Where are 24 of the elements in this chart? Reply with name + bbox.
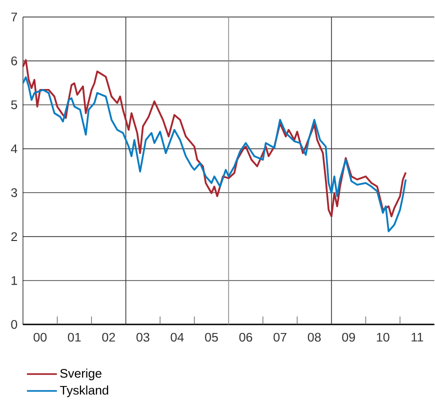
legend-label: Sverige <box>60 368 102 380</box>
y-tick-label: 2 <box>11 232 17 241</box>
y-tick-label: 6 <box>11 56 18 66</box>
x-tick-label: 06 <box>239 332 252 342</box>
x-tick-label: 04 <box>170 332 184 342</box>
x-tick-label: 00 <box>34 332 47 342</box>
y-tick-label: 7 <box>11 12 17 22</box>
x-tick-label: 03 <box>136 332 150 342</box>
x-tick-label: 07 <box>274 332 286 342</box>
y-tick-label: 0 <box>11 320 18 329</box>
x-tick-label: 01 <box>68 332 81 342</box>
y-tick-label: 4 <box>10 144 18 153</box>
x-tick-label: 09 <box>342 332 355 342</box>
y-tick-label: 3 <box>11 188 18 197</box>
line-series <box>22 76 407 232</box>
x-tick-label: 11 <box>412 332 424 342</box>
x-tick-label: 10 <box>376 332 390 342</box>
y-tick-label: 1 <box>12 276 18 285</box>
legend-label: Tyskland <box>60 385 108 397</box>
line-series <box>22 58 407 218</box>
x-tick-label: 08 <box>308 332 321 342</box>
x-tick-label: 05 <box>205 332 218 342</box>
y-tick-label: 5 <box>11 100 18 110</box>
x-tick-label: 02 <box>102 332 115 342</box>
